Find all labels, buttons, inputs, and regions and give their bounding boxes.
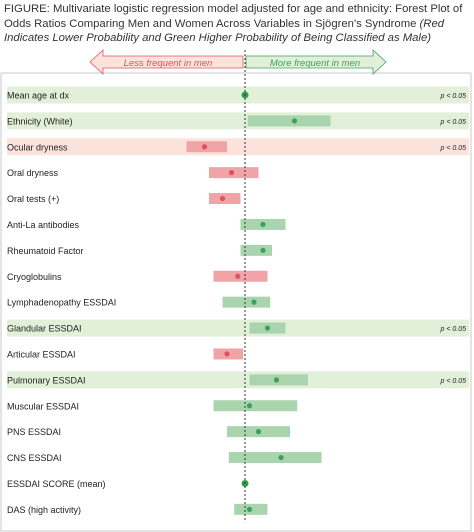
point-estimate <box>278 454 284 461</box>
caption-text: FIGURE: Multivariate logistic regression… <box>4 3 463 30</box>
row-label: PNS ESSDAI <box>7 427 61 437</box>
row-band <box>7 86 469 104</box>
left-arrow <box>89 49 244 75</box>
row-label: Rheumatoid Factor <box>7 246 84 256</box>
row-label: Anti-La antibodies <box>7 220 80 230</box>
point-estimate <box>246 403 253 409</box>
row-label: ESSDAI SCORE (mean) <box>7 479 106 489</box>
row-label: Oral tests (+) <box>7 194 59 204</box>
row-band <box>7 371 469 389</box>
point-estimate <box>224 351 230 357</box>
point-estimate <box>219 195 226 202</box>
p-values: p < 0.05 p < 0.05 p < 0.05 p < 0.05 p < 0.05 <box>440 93 467 385</box>
ci-bar <box>247 115 331 127</box>
row-band <box>7 112 469 130</box>
point-estimate <box>246 506 253 512</box>
point-estimate <box>273 377 280 383</box>
p-value: p < 0.05 <box>440 93 467 100</box>
direction-arrows: Less frequent in men More frequent in me… <box>89 49 387 75</box>
row-band <box>7 138 469 156</box>
caption-note: (Red Indicates Lower Probability and Gre… <box>4 17 445 45</box>
row-label: Articular ESSDAI <box>7 349 76 359</box>
figure-caption: FIGURE: Multivariate logistic regression… <box>4 2 470 46</box>
row-band <box>7 319 469 337</box>
row-label: CNS ESSDAI <box>7 453 62 463</box>
forest-marks <box>186 91 331 515</box>
p-value: p < 0.05 <box>440 119 467 126</box>
p-value: p < 0.05 <box>440 326 467 333</box>
ci-bar <box>222 296 271 308</box>
row-label: Cryoglobulins <box>7 272 62 282</box>
row-highlights <box>7 86 469 389</box>
row-label: Muscular ESSDAI <box>7 401 79 411</box>
point-estimate <box>291 118 298 124</box>
row-label: Glandular ESSDAI <box>7 324 82 334</box>
row-label: DAS (high activity) <box>7 505 81 515</box>
ci-bar <box>240 244 272 256</box>
p-value: p < 0.05 <box>440 145 467 152</box>
right-arrow <box>245 49 387 75</box>
row-label: Mean age at dx <box>7 90 70 100</box>
row-labels: Mean age at dx Ethnicity (White) Ocular dr… <box>7 90 116 514</box>
right-arrow-label: More frequent in men <box>270 58 360 69</box>
point-estimate <box>251 299 257 305</box>
plot-frame <box>0 72 472 532</box>
point-estimate <box>260 221 266 228</box>
forest-plot: Less frequent in men More frequent in me… <box>0 49 472 532</box>
row-label: Ethnicity (White) <box>7 116 73 126</box>
point-estimate <box>255 429 262 435</box>
row-label: Lymphadenopathy ESSDAI <box>7 298 116 308</box>
row-label: Ocular dryness <box>7 142 68 152</box>
p-value: p < 0.05 <box>440 378 467 385</box>
point-estimate <box>264 325 271 331</box>
point-estimate <box>235 273 241 279</box>
ci-bar <box>213 270 268 282</box>
left-arrow-label: Less frequent in men <box>124 58 213 69</box>
point-estimate <box>260 247 266 253</box>
row-label: Oral dryness <box>7 168 59 178</box>
ci-bar <box>228 452 322 464</box>
point-estimate <box>228 170 235 176</box>
row-label: Pulmonary ESSDAI <box>7 375 86 385</box>
ci-bar <box>213 400 298 412</box>
point-estimate <box>201 144 208 150</box>
